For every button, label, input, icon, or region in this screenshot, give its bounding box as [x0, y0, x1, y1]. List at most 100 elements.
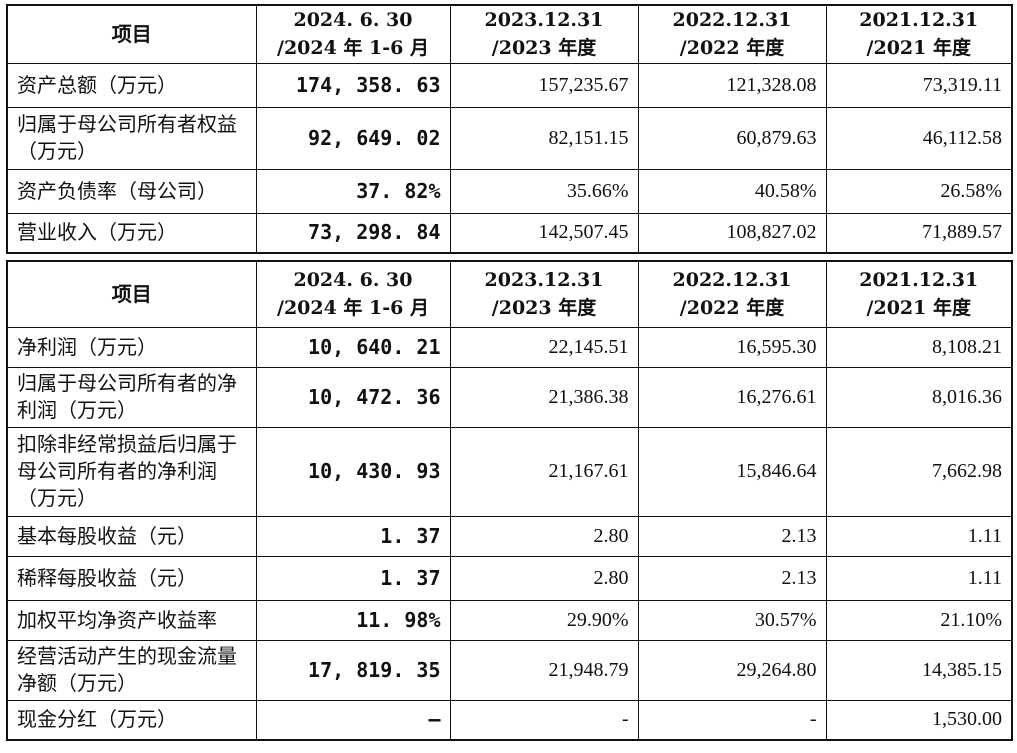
row-label: 加权平均净资产收益率: [6, 599, 257, 641]
table-header-row: 项目 2024. 6. 30/2024 年 1-6 月 2023.12.31/2…: [6, 4, 1013, 64]
table-row: 归属于母公司所有者的净利润（万元） 10, 472. 36 21,386.38 …: [6, 366, 1013, 428]
row-label: 营业收入（万元）: [6, 212, 257, 254]
cell-2023: 2.80: [449, 555, 639, 601]
cell-2024h1: 10, 430. 93: [255, 426, 451, 517]
cell-2024h1: 11. 98%: [255, 599, 451, 641]
table-row: 资产总额（万元） 174, 358. 63 157,235.67 121,328…: [6, 62, 1013, 108]
cell-2021: 1,530.00: [825, 699, 1013, 741]
header-2021-line1: 2021.12.31: [859, 9, 979, 32]
cell-2023: 21,167.61: [449, 426, 639, 517]
header-2023-line2: /2023 年度: [491, 297, 597, 320]
header-2022: 2022.12.31/2022 年度: [637, 4, 827, 64]
cell-2023: 2.80: [449, 515, 639, 557]
row-label: 资产总额（万元）: [6, 62, 257, 108]
table-row: 扣除非经常损益后归属于母公司所有者的净利润（万元） 10, 430. 93 21…: [6, 426, 1013, 517]
header-2021: 2021.12.31/2021 年度: [825, 4, 1013, 64]
row-label: 归属于母公司所有者权益（万元）: [6, 106, 257, 170]
cell-2023: 21,948.79: [449, 639, 639, 701]
cell-2023: 82,151.15: [449, 106, 639, 170]
header-2021-line2: /2021 年度: [866, 297, 971, 320]
financial-table-income: 项目 2024. 6. 30/2024 年 1-6 月 2023.12.31/2…: [6, 260, 1013, 741]
cell-2022: 40.58%: [637, 168, 827, 214]
cell-2023: -: [449, 699, 639, 741]
cell-2024h1: 37. 82%: [255, 168, 451, 214]
cell-2023: 21,386.38: [449, 366, 639, 428]
cell-2021: 7,662.98: [825, 426, 1013, 517]
cell-2021: 73,319.11: [825, 62, 1013, 108]
cell-2022: -: [637, 699, 827, 741]
row-label: 扣除非经常损益后归属于母公司所有者的净利润（万元）: [6, 426, 257, 517]
header-item: 项目: [6, 4, 257, 64]
cell-2024h1: 10, 472. 36: [255, 366, 451, 428]
cell-2022: 2.13: [637, 555, 827, 601]
cell-2024h1: 17, 819. 35: [255, 639, 451, 701]
row-label: 基本每股收益（元）: [6, 515, 257, 557]
row-label: 经营活动产生的现金流量净额（万元）: [6, 639, 257, 701]
header-2024h1-line1: 2024. 6. 30: [293, 269, 413, 292]
cell-2021: 1.11: [825, 515, 1013, 557]
header-2021-line2: /2021 年度: [866, 37, 971, 60]
row-label: 稀释每股收益（元）: [6, 555, 257, 601]
cell-2021: 14,385.15: [825, 639, 1013, 701]
table-row: 经营活动产生的现金流量净额（万元） 17, 819. 35 21,948.79 …: [6, 639, 1013, 701]
cell-2022: 108,827.02: [637, 212, 827, 254]
cell-2022: 30.57%: [637, 599, 827, 641]
cell-2022: 16,276.61: [637, 366, 827, 428]
cell-2024h1: 92, 649. 02: [255, 106, 451, 170]
cell-2021: 21.10%: [825, 599, 1013, 641]
row-label: 现金分红（万元）: [6, 699, 257, 741]
header-2024h1-line2: /2024 年 1-6 月: [277, 297, 429, 320]
cell-2024h1: 1. 37: [255, 555, 451, 601]
row-label: 资产负债率（母公司）: [6, 168, 257, 214]
table-row: 现金分红（万元） – - - 1,530.00: [6, 699, 1013, 741]
row-label: 净利润（万元）: [6, 326, 257, 368]
cell-2024h1: –: [255, 699, 451, 741]
header-2021-line1: 2021.12.31: [859, 269, 979, 292]
cell-2021: 1.11: [825, 555, 1013, 601]
header-2023-line1: 2023.12.31: [484, 269, 604, 292]
cell-2023: 157,235.67: [449, 62, 639, 108]
header-2023: 2023.12.31/2023 年度: [449, 260, 639, 328]
header-item: 项目: [6, 260, 257, 328]
header-2024h1-line1: 2024. 6. 30: [293, 9, 413, 32]
table-header-row: 项目 2024. 6. 30/2024 年 1-6 月 2023.12.31/2…: [6, 260, 1013, 328]
header-2022-line2: /2022 年度: [679, 37, 785, 60]
table-row: 净利润（万元） 10, 640. 21 22,145.51 16,595.30 …: [6, 326, 1013, 368]
cell-2024h1: 73, 298. 84: [255, 212, 451, 254]
table-row: 归属于母公司所有者权益（万元） 92, 649. 02 82,151.15 60…: [6, 106, 1013, 170]
cell-2023: 29.90%: [449, 599, 639, 641]
cell-2022: 15,846.64: [637, 426, 827, 517]
table-row: 资产负债率（母公司） 37. 82% 35.66% 40.58% 26.58%: [6, 168, 1013, 214]
cell-2024h1: 10, 640. 21: [255, 326, 451, 368]
cell-2022: 16,595.30: [637, 326, 827, 368]
cell-2022: 2.13: [637, 515, 827, 557]
header-2022-line2: /2022 年度: [679, 297, 785, 320]
cell-2023: 22,145.51: [449, 326, 639, 368]
cell-2022: 29,264.80: [637, 639, 827, 701]
cell-2021: 46,112.58: [825, 106, 1013, 170]
header-2022: 2022.12.31/2022 年度: [637, 260, 827, 328]
header-2022-line1: 2022.12.31: [672, 269, 792, 292]
cell-2022: 121,328.08: [637, 62, 827, 108]
table-row: 营业收入（万元） 73, 298. 84 142,507.45 108,827.…: [6, 212, 1013, 254]
header-2023-line2: /2023 年度: [491, 37, 597, 60]
header-2024h1-line2: /2024 年 1-6 月: [277, 37, 429, 60]
header-2023-line1: 2023.12.31: [484, 9, 604, 32]
header-2024h1: 2024. 6. 30/2024 年 1-6 月: [255, 4, 451, 64]
cell-2021: 8,016.36: [825, 366, 1013, 428]
cell-2021: 71,889.57: [825, 212, 1013, 254]
financial-table-balance: 项目 2024. 6. 30/2024 年 1-6 月 2023.12.31/2…: [6, 4, 1013, 254]
table-row: 加权平均净资产收益率 11. 98% 29.90% 30.57% 21.10%: [6, 599, 1013, 641]
cell-2022: 60,879.63: [637, 106, 827, 170]
cell-2024h1: 174, 358. 63: [255, 62, 451, 108]
header-2022-line1: 2022.12.31: [672, 9, 792, 32]
cell-2021: 26.58%: [825, 168, 1013, 214]
cell-2023: 142,507.45: [449, 212, 639, 254]
header-2023: 2023.12.31/2023 年度: [449, 4, 639, 64]
cell-2021: 8,108.21: [825, 326, 1013, 368]
cell-2024h1: 1. 37: [255, 515, 451, 557]
table-row: 稀释每股收益（元） 1. 37 2.80 2.13 1.11: [6, 555, 1013, 601]
header-2021: 2021.12.31/2021 年度: [825, 260, 1013, 328]
cell-2023: 35.66%: [449, 168, 639, 214]
table-row: 基本每股收益（元） 1. 37 2.80 2.13 1.11: [6, 515, 1013, 557]
